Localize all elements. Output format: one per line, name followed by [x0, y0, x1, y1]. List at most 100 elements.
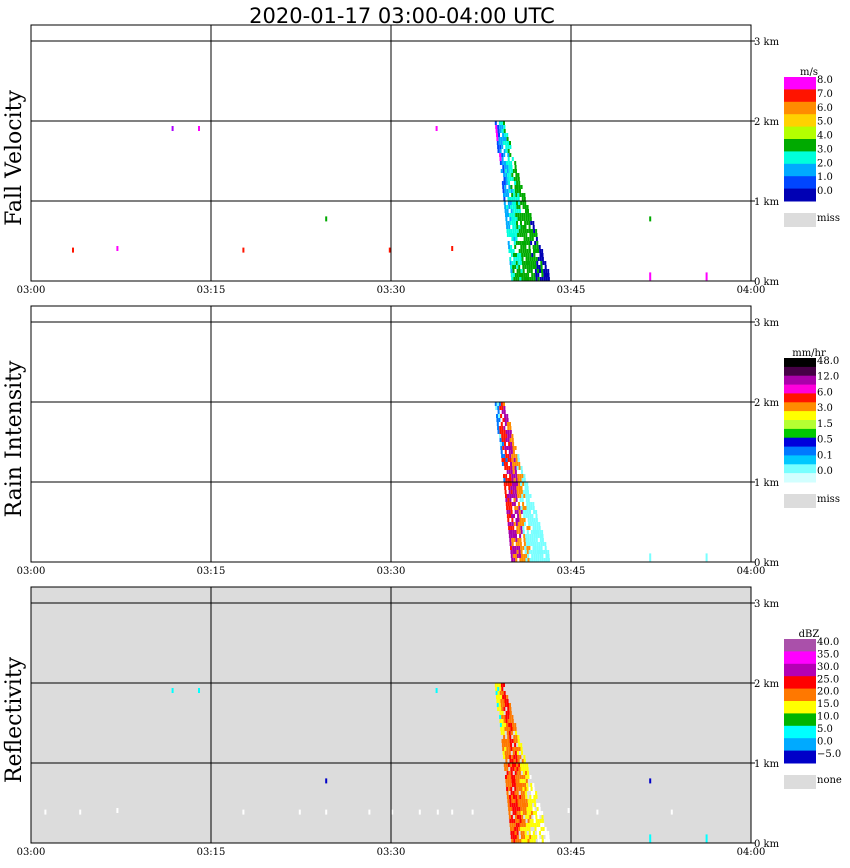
echo-cell: [519, 779, 522, 783]
echo-cell: [499, 719, 502, 723]
echo-cell: [511, 458, 514, 462]
echo-cell: [501, 438, 504, 442]
echo-cell: [499, 442, 502, 446]
echo-cell: [501, 707, 504, 711]
echo-cell: [512, 751, 515, 755]
echo-cell: [511, 494, 514, 498]
echo-cell: [512, 273, 515, 277]
echo-cell: [505, 221, 508, 225]
echo-cell: [509, 823, 512, 827]
echo-cell: [520, 269, 523, 273]
echo-cell: [539, 277, 542, 281]
echo-cell: [508, 731, 511, 735]
echo-cell: [524, 550, 527, 554]
echo-cell: [538, 827, 541, 831]
echo-cell: [518, 747, 521, 751]
echo-cell: [518, 482, 521, 486]
echo-cell: [521, 839, 524, 843]
echo-cell: [510, 546, 512, 550]
echo-cell: [511, 542, 514, 546]
echo-cell: [512, 747, 515, 751]
echo-cell: [530, 807, 533, 811]
echo-cell: [517, 217, 520, 221]
echo-cell: [507, 775, 509, 779]
echo-cell: [514, 209, 517, 213]
echo-cell: [513, 502, 516, 506]
echo-cell: [520, 249, 523, 253]
echo-cell: [518, 783, 520, 787]
echo-cell: [505, 763, 508, 767]
echo-cell: [503, 181, 506, 185]
echo-cell: [532, 542, 535, 546]
height-tick-label: 3 km: [754, 318, 780, 329]
echo-cell: [531, 791, 533, 795]
echo-cell: [524, 831, 527, 835]
height-tick-label: 3 km: [754, 37, 780, 48]
echo-cell: [524, 763, 527, 767]
echo-cell: [504, 209, 507, 213]
echo-cell: [542, 827, 545, 831]
echo-cell: [530, 221, 533, 225]
echo-cell: [547, 273, 550, 277]
echo-cell: [521, 823, 524, 827]
echo-cell: [502, 185, 505, 189]
echo-cell: [510, 743, 512, 747]
echo-cell: [512, 490, 515, 494]
echo-cell: [514, 225, 517, 229]
echo-cell: [525, 237, 528, 241]
echo-cell: [506, 470, 509, 474]
echo-cell: [515, 257, 518, 261]
echo-cell: [501, 157, 504, 161]
echo-cell: [509, 819, 512, 823]
echo-cell: [511, 514, 513, 518]
echo-cell: [527, 554, 530, 558]
echo-cell: [515, 775, 518, 779]
echo-cell: [510, 245, 513, 249]
echo-cell: [527, 277, 530, 281]
echo-cell: [516, 205, 519, 209]
echo-cell: [522, 225, 525, 229]
echo-cell: [504, 723, 506, 727]
echo-cell: [505, 494, 507, 498]
echo-cell: [515, 253, 517, 257]
x-tick-label: 03:30: [377, 566, 406, 577]
echo-cell: [498, 683, 501, 687]
echo-point: [649, 778, 652, 784]
echo-cell: [539, 839, 542, 843]
echo-cell: [509, 153, 512, 157]
echo-cell: [502, 141, 505, 145]
echo-cell: [521, 799, 524, 803]
echo-cell: [522, 249, 525, 253]
echo-cell: [534, 265, 537, 269]
echo-cell: [533, 249, 535, 253]
x-tick-label: 03:45: [557, 847, 586, 858]
echo-cell: [518, 743, 521, 747]
echo-cell: [540, 546, 543, 550]
colorbar-label: 6.0: [817, 388, 833, 399]
echo-cell: [507, 177, 510, 181]
echo-cell: [503, 755, 505, 759]
echo-cell: [514, 546, 517, 550]
echo-cell: [526, 526, 529, 530]
echo-cell: [499, 438, 502, 442]
echo-cell: [513, 478, 516, 482]
echo-cell: [517, 474, 520, 478]
echo-cell: [525, 554, 528, 558]
echo-cell: [507, 478, 510, 482]
echo-cell: [520, 510, 523, 514]
echo-cell: [510, 205, 513, 209]
echo-cell: [527, 534, 530, 538]
echo-cell: [544, 542, 547, 546]
echo-cell: [514, 807, 517, 811]
echo-cell: [508, 165, 511, 169]
echo-cell: [539, 538, 542, 542]
echo-cell: [538, 803, 541, 807]
echo-cell: [514, 550, 517, 554]
grid: [31, 25, 751, 281]
echo-cell: [496, 699, 499, 703]
echo-cell: [522, 241, 524, 245]
echo-cell: [498, 137, 501, 141]
echo-cell: [526, 783, 529, 787]
echo-cell: [541, 257, 544, 261]
